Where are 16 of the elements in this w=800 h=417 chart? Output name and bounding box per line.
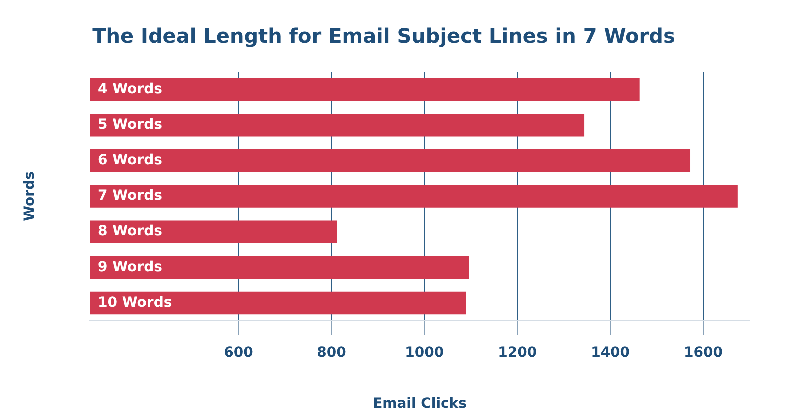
- x-tick-label: 1000: [405, 345, 444, 362]
- x-tick-label: 800: [317, 345, 347, 362]
- y-tick-label: 6 Words: [98, 152, 162, 169]
- x-tick-label: 600: [224, 345, 254, 362]
- y-tick-label: 5 Words: [98, 117, 162, 133]
- x-tick-label: 1400: [591, 345, 630, 362]
- y-tick-label: 7 Words: [98, 188, 162, 204]
- y-tick-label: 4 Words: [98, 81, 162, 98]
- y-tick-label: 9 Words: [98, 259, 162, 276]
- y-tick-label: 8 Words: [98, 224, 162, 240]
- y-tick-label: 10 Words: [98, 294, 172, 311]
- chart-title: The Ideal Length for Email Subject Lines in 7 Words: [92, 24, 676, 48]
- x-tick-label: 1200: [498, 345, 538, 362]
- y-axis-title: Words: [22, 172, 38, 222]
- x-tick-label: 1600: [684, 345, 724, 362]
- x-axis-title: Email Clicks: [373, 396, 467, 412]
